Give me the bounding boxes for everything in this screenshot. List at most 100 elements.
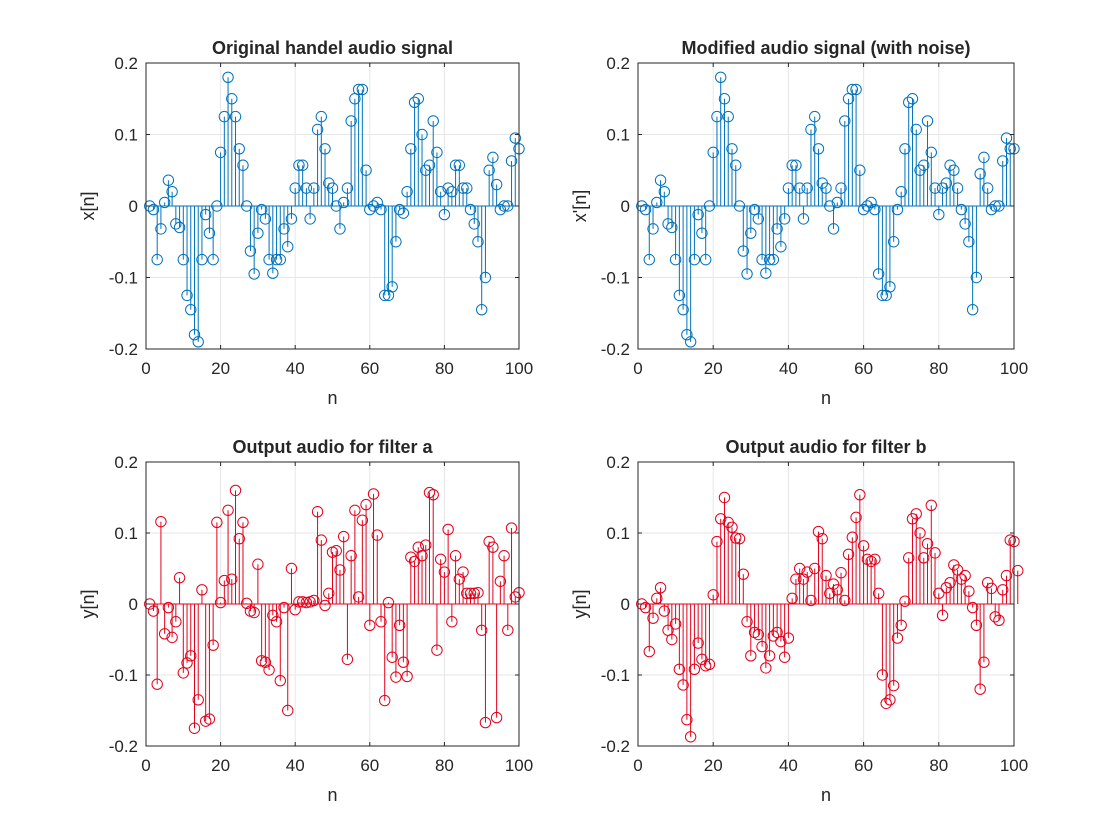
stem-marker (963, 236, 975, 248)
stem-marker (959, 569, 971, 582)
stem-marker (677, 679, 689, 691)
stem-marker (211, 516, 223, 529)
stem-marker (921, 115, 934, 127)
stem-marker (816, 532, 828, 545)
stem-marker (177, 253, 190, 266)
stem-marker (248, 268, 260, 280)
stem-marker (461, 587, 473, 600)
stem-marker (214, 596, 227, 609)
stem-marker (241, 597, 253, 609)
y-tick-label: 0.2 (606, 54, 630, 73)
x-tick-label: 40 (286, 359, 305, 378)
stem-marker (304, 213, 316, 225)
stem-marker (472, 586, 484, 599)
stem-marker (408, 555, 421, 568)
stem-marker (718, 491, 731, 504)
stem-marker (760, 267, 772, 279)
stem-marker (449, 159, 462, 171)
stem-marker (745, 650, 757, 662)
stem-marker (752, 628, 765, 641)
stem-marker (300, 596, 313, 609)
stem-marker (797, 213, 810, 225)
stem-marker (375, 203, 387, 216)
stem-marker (296, 159, 309, 171)
stem-marker (786, 159, 798, 171)
stem-marker (910, 123, 922, 136)
stem-marker (831, 584, 843, 596)
stem-marker (468, 218, 480, 230)
stem-marker (854, 488, 866, 501)
stem-marker (487, 541, 499, 553)
stem-marker (1012, 564, 1024, 577)
stem-marker (681, 714, 693, 726)
stem-marker (733, 200, 746, 212)
x-tick-label: 60 (360, 359, 379, 378)
stem-marker (311, 506, 324, 518)
stem-marker (214, 146, 227, 159)
stems (144, 484, 525, 734)
stem-marker (155, 223, 167, 235)
stem-marker (891, 203, 904, 216)
stem-marker (278, 223, 290, 235)
stem-marker (933, 587, 945, 600)
stem-marker (502, 624, 514, 636)
stem-marker (397, 207, 410, 219)
stem-marker (457, 182, 469, 194)
stem-marker (737, 568, 749, 580)
stem-marker (464, 203, 477, 216)
stem-marker (760, 662, 772, 674)
y-tick-label: -0.2 (601, 737, 630, 756)
stem-marker (334, 223, 346, 235)
stem-marker (434, 186, 447, 198)
stem-marker (170, 218, 182, 230)
stem-marker (666, 221, 678, 234)
stem-marker (379, 289, 391, 302)
stem-marker (669, 253, 682, 266)
stem-marker (401, 670, 413, 683)
stem-marker (643, 253, 655, 266)
stem-marker (820, 182, 832, 194)
stem-marker (820, 569, 832, 582)
y-tick-label: 0.2 (114, 453, 138, 472)
stem-marker (147, 203, 160, 216)
stem-marker (997, 155, 1009, 167)
stem-marker (809, 562, 821, 575)
stem-marker (793, 182, 806, 194)
stem-marker (993, 200, 1005, 212)
stem-marker (636, 200, 648, 212)
x-tick-label: 100 (505, 359, 533, 378)
stem-marker (989, 200, 1001, 212)
stem-marker (929, 547, 941, 559)
stem-marker (647, 223, 659, 235)
stem-marker (274, 253, 286, 266)
stem-marker (839, 115, 851, 127)
stem-marker (498, 200, 510, 212)
stem-marker (809, 110, 821, 123)
x-tick-label: 40 (286, 756, 305, 775)
stem-marker (684, 731, 697, 743)
stem-marker (345, 550, 357, 562)
stem-marker (267, 267, 279, 279)
y-tick-label: -0.1 (601, 269, 630, 288)
stem-marker (352, 83, 365, 96)
stem-marker (658, 605, 671, 617)
stem-marker (371, 196, 383, 209)
stem-marker (1000, 569, 1013, 582)
stem-marker (166, 631, 178, 644)
stem-marker (703, 658, 716, 671)
y-tick-label: 0.1 (114, 126, 138, 145)
stem-marker (978, 151, 990, 164)
stem-marker (483, 535, 495, 548)
stem-marker (801, 566, 813, 578)
stem-marker (914, 527, 926, 539)
stem-marker (293, 596, 305, 608)
stem-marker (884, 694, 896, 706)
stem-marker (684, 336, 697, 348)
y-tick-label: 0.1 (114, 524, 138, 543)
stem-marker (854, 164, 866, 176)
stem-marker (494, 575, 507, 587)
stem-marker (300, 182, 313, 194)
stem-marker (707, 146, 719, 159)
y-tick-label: -0.2 (109, 340, 138, 359)
stem-marker (252, 227, 264, 239)
